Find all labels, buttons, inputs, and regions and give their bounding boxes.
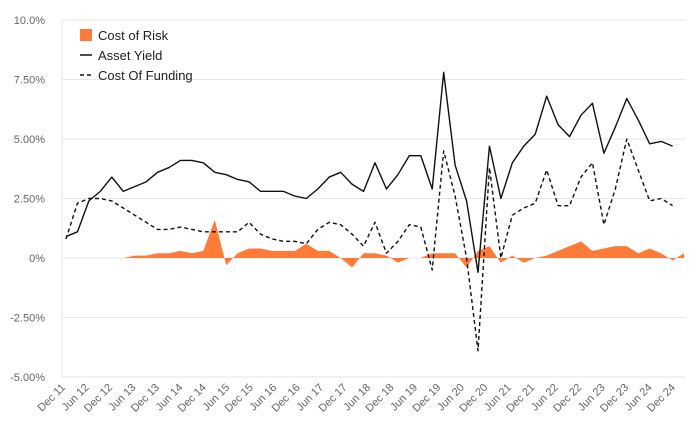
legend-label-cost-of-risk[interactable]: Cost of Risk [98, 28, 169, 43]
y-tick-label: 2.50% [14, 194, 45, 206]
legend-label-asset-yield[interactable]: Asset Yield [98, 48, 162, 63]
y-axis-ticks: 10.0% 7.50% 5.00% 2.50% 0% -2.50% -5.00% [10, 15, 45, 384]
y-tick-label: -2.50% [10, 313, 45, 325]
legend-swatch-cost-of-risk[interactable] [80, 29, 92, 41]
legend-label-cost-of-funding[interactable]: Cost Of Funding [98, 68, 193, 83]
y-tick-label: 7.50% [14, 75, 45, 87]
y-tick-label: 10.0% [14, 15, 45, 27]
series-layer [65, 71, 684, 352]
y-tick-label: 0% [29, 253, 45, 265]
y-tick-label: -5.00% [10, 372, 45, 384]
series-area-cost-of-risk[interactable] [66, 219, 684, 268]
legend: Cost of Risk Asset Yield Cost Of Funding [80, 28, 193, 83]
series-line-cost-of-funding[interactable] [65, 138, 673, 352]
series-line-asset-yield[interactable] [65, 71, 673, 273]
y-tick-label: 5.00% [14, 134, 45, 146]
